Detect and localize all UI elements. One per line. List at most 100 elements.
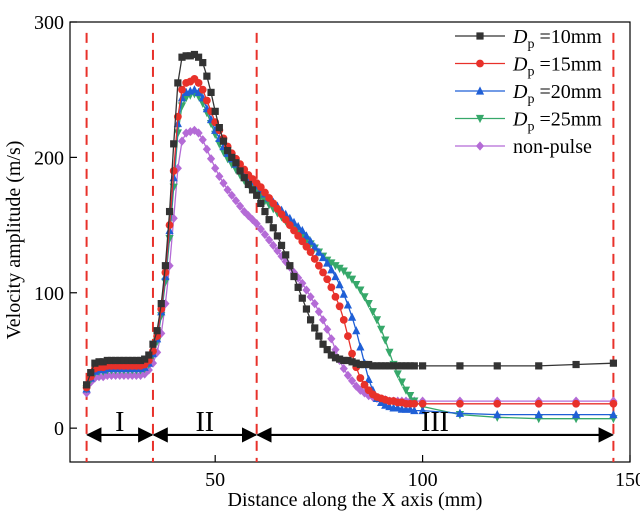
data-point <box>235 201 245 211</box>
data-point <box>319 340 327 348</box>
data-point <box>348 358 356 366</box>
data-point <box>315 332 323 340</box>
data-point <box>609 359 618 367</box>
data-point <box>385 348 394 357</box>
data-point <box>327 283 336 292</box>
data-point <box>389 362 398 370</box>
y-axis-title: Velocity amplitude (m/s) <box>3 141 25 340</box>
data-point <box>302 242 311 251</box>
data-point <box>314 247 323 256</box>
data-point <box>327 265 336 274</box>
data-point <box>572 360 580 369</box>
data-point <box>394 362 402 370</box>
data-point <box>302 231 311 240</box>
y-tick-label: 300 <box>34 12 64 34</box>
data-point <box>128 356 136 365</box>
data-point <box>318 252 328 262</box>
data-point <box>335 302 344 311</box>
data-point <box>124 356 132 365</box>
data-point <box>571 410 581 419</box>
region-label: III <box>421 407 449 438</box>
data-point <box>252 219 261 229</box>
data-point <box>282 251 290 259</box>
data-point <box>343 370 353 380</box>
data-point <box>169 167 178 175</box>
data-point <box>165 207 174 216</box>
data-point <box>111 370 120 380</box>
data-point <box>335 280 344 289</box>
data-point <box>302 305 311 313</box>
data-point <box>339 267 348 276</box>
data-point <box>347 312 357 321</box>
data-point <box>314 307 323 317</box>
data-point <box>157 328 166 338</box>
data-point <box>381 362 389 370</box>
data-point <box>323 258 332 267</box>
data-point <box>476 32 484 40</box>
data-point <box>170 140 178 148</box>
data-point <box>336 355 344 363</box>
data-point <box>310 299 319 309</box>
data-point <box>335 264 344 273</box>
x-tick-label: 150 <box>615 469 640 491</box>
legend-item: Dp =15mm <box>455 54 602 80</box>
data-point <box>323 275 332 284</box>
data-point <box>298 278 307 288</box>
data-point <box>277 210 286 219</box>
data-point <box>356 374 365 382</box>
data-point <box>327 351 335 359</box>
data-point <box>182 52 190 60</box>
data-point <box>360 380 369 389</box>
data-point <box>306 316 315 324</box>
data-point <box>277 251 286 261</box>
data-point <box>331 345 340 355</box>
legend-item: Dp =20mm <box>455 81 602 107</box>
data-point <box>368 308 377 317</box>
data-point <box>99 372 108 382</box>
data-point <box>339 315 348 324</box>
data-point <box>373 362 381 370</box>
data-point <box>306 236 315 245</box>
data-point <box>269 199 278 208</box>
data-point <box>331 262 340 271</box>
legend-label: non-pulse <box>513 136 592 158</box>
data-point <box>257 199 265 208</box>
data-point <box>174 79 182 87</box>
data-point <box>107 356 116 365</box>
legend-item: Dp =25mm <box>455 109 602 135</box>
data-point <box>344 356 352 365</box>
legend-label: Dp =10mm <box>512 26 602 52</box>
data-point <box>256 224 265 234</box>
plot-frame <box>69 21 631 463</box>
data-point <box>323 324 332 334</box>
data-point <box>360 388 369 398</box>
data-point <box>311 324 319 332</box>
data-point <box>475 141 485 151</box>
data-point <box>215 124 223 132</box>
data-point <box>153 327 161 335</box>
data-point <box>182 94 191 103</box>
data-point <box>364 391 373 401</box>
data-point <box>190 50 199 59</box>
data-point <box>194 79 203 87</box>
data-point <box>535 362 543 370</box>
data-point <box>455 408 465 417</box>
data-point <box>248 186 257 194</box>
data-point <box>294 273 303 283</box>
data-point <box>269 240 278 250</box>
data-point <box>194 53 203 61</box>
data-point <box>298 225 307 235</box>
data-point <box>194 87 203 96</box>
data-point <box>323 346 331 354</box>
data-point <box>360 360 369 369</box>
data-point <box>219 178 228 188</box>
data-point <box>294 283 302 291</box>
data-point <box>398 362 406 370</box>
data-point <box>136 356 145 365</box>
data-point <box>265 235 274 245</box>
data-point <box>128 370 137 380</box>
data-point <box>609 410 618 419</box>
data-point <box>87 369 95 377</box>
data-point <box>256 183 265 192</box>
